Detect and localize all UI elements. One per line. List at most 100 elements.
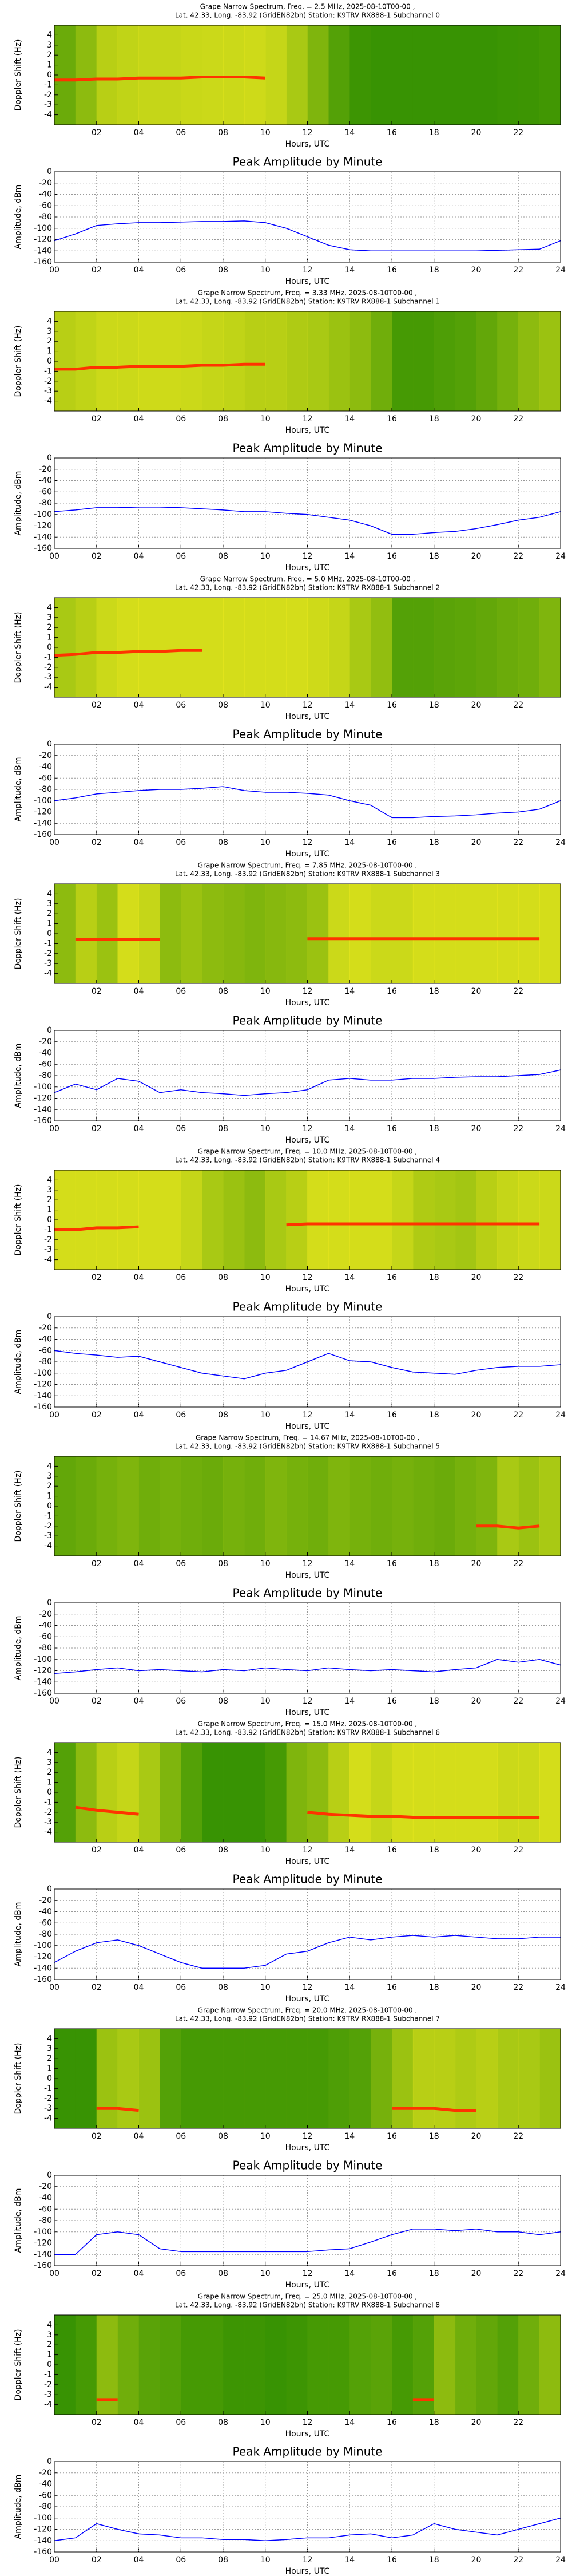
y-tick-label: 0 bbox=[47, 1502, 52, 1511]
x-tick-label: 22 bbox=[513, 1411, 523, 1420]
spectrum-column bbox=[434, 2315, 456, 2415]
spectrum-column bbox=[539, 598, 561, 697]
y-tick-label: -140 bbox=[34, 1105, 52, 1114]
y-tick-label: -80 bbox=[39, 2216, 52, 2225]
y-tick-label: -1 bbox=[44, 653, 52, 662]
spectrum-column bbox=[539, 2315, 561, 2415]
spectrum-column bbox=[434, 1743, 456, 1842]
x-tick-label: 14 bbox=[344, 1559, 355, 1568]
x-tick-label: 12 bbox=[303, 1273, 313, 1282]
y-tick-label: 2 bbox=[47, 623, 52, 632]
spectrum-column bbox=[138, 1170, 160, 1270]
y-tick-label: 1 bbox=[47, 2350, 52, 2360]
x-tick-label: 24 bbox=[555, 1697, 566, 1706]
amplitude-line bbox=[54, 1350, 561, 1380]
spectrum-column bbox=[497, 2029, 519, 2128]
spectrum-column bbox=[96, 1743, 118, 1842]
chart-subtitle: Lat. 42.33, Long. -83.92 (GridEN82bh) St… bbox=[175, 1156, 440, 1164]
x-tick-label: 06 bbox=[176, 1273, 186, 1282]
y-tick-label: 1 bbox=[47, 347, 52, 356]
x-tick-label: 02 bbox=[92, 2269, 102, 2278]
x-tick-label: 06 bbox=[176, 1559, 186, 1568]
y-tick-label: 4 bbox=[47, 2034, 52, 2043]
x-tick-label: 06 bbox=[176, 1697, 186, 1706]
y-tick-label: 1 bbox=[47, 919, 52, 929]
y-tick-label: 4 bbox=[47, 30, 52, 39]
y-tick-label: -80 bbox=[39, 1643, 52, 1653]
spectrum-column bbox=[286, 25, 308, 125]
y-axis-label: Amplitude, dBm bbox=[14, 1044, 23, 1108]
x-tick-label: 12 bbox=[303, 2418, 313, 2427]
y-tick-label: -60 bbox=[39, 1632, 52, 1641]
x-tick-label: 18 bbox=[429, 1559, 439, 1568]
spectrum-column bbox=[244, 2029, 266, 2128]
spectrum-column bbox=[412, 2315, 435, 2415]
x-tick-label: 22 bbox=[513, 1846, 523, 1855]
spectrum-column bbox=[349, 1456, 371, 1556]
x-tick-label: 06 bbox=[176, 1124, 186, 1133]
y-tick-label: 1 bbox=[47, 61, 52, 70]
x-tick-label: 16 bbox=[387, 987, 397, 996]
x-tick-label: 02 bbox=[92, 2555, 102, 2565]
y-tick-label: -3 bbox=[44, 673, 52, 682]
y-tick-label: -160 bbox=[34, 2547, 52, 2557]
x-tick-label: 04 bbox=[134, 128, 144, 137]
x-tick-label: 18 bbox=[429, 2418, 439, 2427]
y-tick-label: -160 bbox=[34, 1689, 52, 1698]
y-tick-label: -3 bbox=[44, 959, 52, 968]
spectrum-column bbox=[96, 1170, 118, 1270]
x-tick-label: 02 bbox=[92, 1124, 102, 1133]
y-tick-label: -20 bbox=[39, 751, 52, 760]
spectrum-column bbox=[54, 884, 76, 983]
chart-title: Grape Narrow Spectrum, Freq. = 3.33 MHz,… bbox=[198, 289, 417, 297]
y-tick-label: -1 bbox=[44, 1511, 52, 1520]
spectrum-column bbox=[138, 2029, 160, 2128]
x-tick-label: 18 bbox=[429, 701, 439, 710]
spectrum-column bbox=[392, 2029, 414, 2128]
y-tick-label: -120 bbox=[34, 1666, 52, 1676]
x-tick-label: 14 bbox=[344, 2418, 355, 2427]
spectrum-column bbox=[539, 1743, 561, 1842]
spectrum-column bbox=[75, 884, 97, 983]
x-tick-label: 10 bbox=[260, 1273, 271, 1282]
chart-title: Peak Amplitude by Minute bbox=[233, 728, 383, 741]
chart-subtitle: Lat. 42.33, Long. -83.92 (GridEN82bh) St… bbox=[175, 1443, 440, 1451]
x-tick-label: 06 bbox=[176, 552, 186, 561]
y-tick-label: -2 bbox=[44, 663, 52, 672]
x-axis-label: Hours, UTC bbox=[285, 1708, 330, 1717]
x-tick-label: 06 bbox=[176, 1983, 186, 1992]
x-tick-label: 06 bbox=[176, 1411, 186, 1420]
spectrum-column bbox=[412, 2029, 435, 2128]
x-tick-label: 10 bbox=[260, 1411, 271, 1420]
y-tick-label: 3 bbox=[47, 327, 52, 336]
chart-subtitle: Lat. 42.33, Long. -83.92 (GridEN82bh) St… bbox=[175, 1729, 440, 1737]
spectrum-column bbox=[371, 1456, 392, 1556]
spectrum-column bbox=[328, 2029, 350, 2128]
y-tick-label: -1 bbox=[44, 939, 52, 948]
x-tick-label: 18 bbox=[429, 1273, 439, 1282]
spectrum-column bbox=[265, 2029, 287, 2128]
spectrum-column bbox=[117, 1170, 139, 1270]
x-tick-label: 16 bbox=[387, 838, 397, 847]
spectrum-column bbox=[223, 1743, 245, 1842]
x-tick-label: 04 bbox=[134, 1846, 144, 1855]
y-tick-label: -40 bbox=[39, 762, 52, 772]
x-tick-label: 06 bbox=[176, 1846, 186, 1855]
y-tick-label: -80 bbox=[39, 785, 52, 794]
spectrum-column bbox=[328, 25, 350, 125]
spectrum-column bbox=[307, 598, 329, 697]
spectrum-column bbox=[138, 2315, 160, 2415]
x-axis-label: Hours, UTC bbox=[285, 426, 330, 435]
y-tick-label: -160 bbox=[34, 830, 52, 839]
spectrum-column bbox=[307, 2029, 329, 2128]
x-tick-label: 20 bbox=[471, 2269, 482, 2278]
y-tick-label: 1 bbox=[47, 1206, 52, 1215]
spectrum-column bbox=[223, 2315, 245, 2415]
x-tick-label: 04 bbox=[134, 1559, 144, 1568]
x-tick-label: 02 bbox=[92, 552, 102, 561]
x-tick-label: 02 bbox=[92, 1411, 102, 1420]
y-tick-label: -100 bbox=[34, 1082, 52, 1092]
y-tick-label: -1 bbox=[44, 366, 52, 376]
spectrum-column bbox=[328, 1743, 350, 1842]
spectrum-column bbox=[96, 598, 118, 697]
